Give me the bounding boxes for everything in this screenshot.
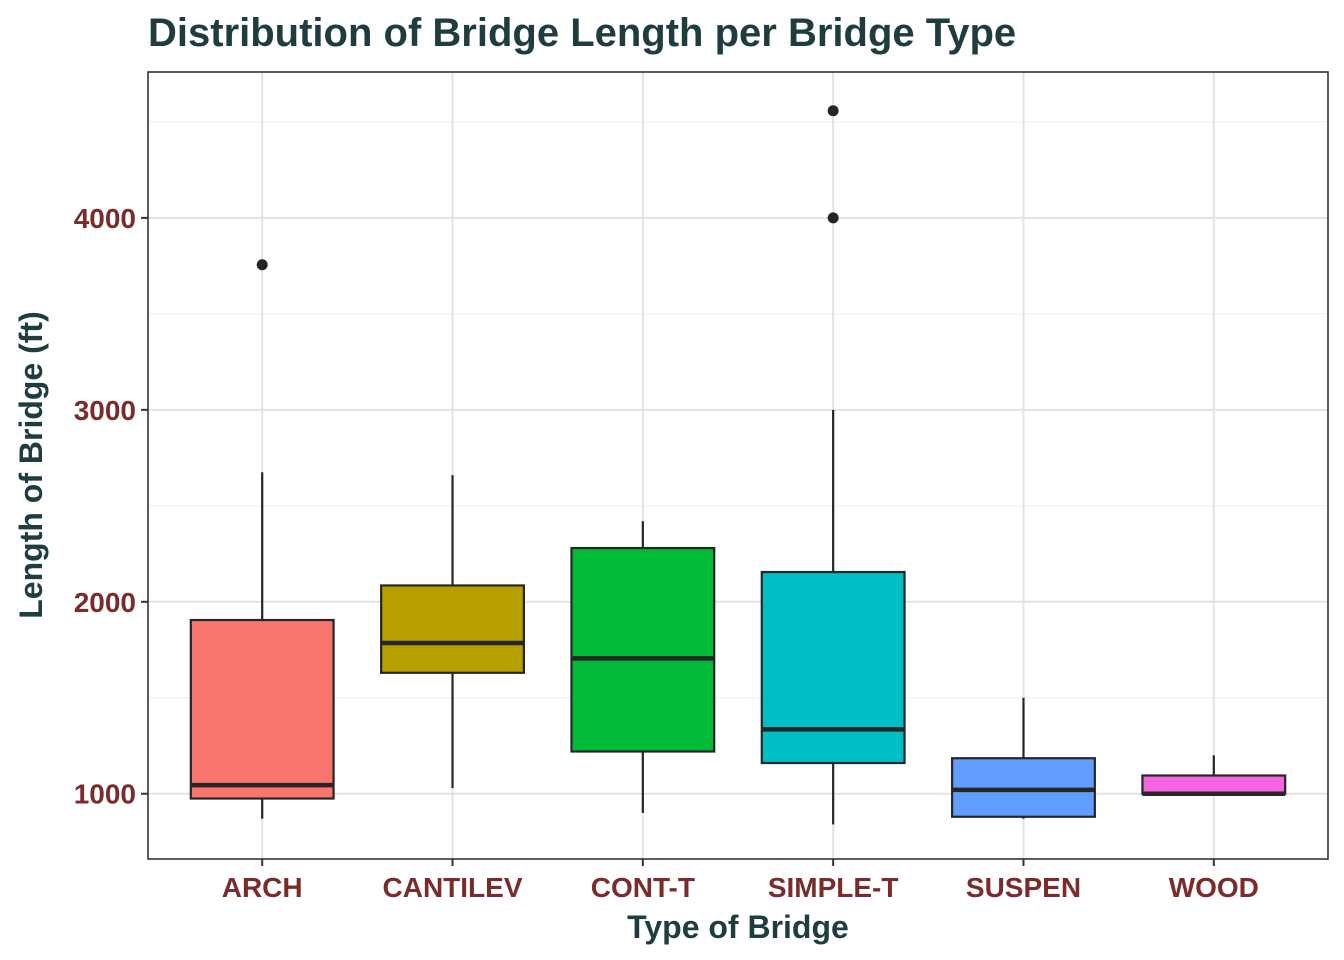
box-body	[760, 570, 906, 765]
box-body	[1141, 774, 1287, 795]
y-tick-label: 1000	[74, 779, 136, 810]
y-tick-label: 4000	[74, 203, 136, 234]
y-axis-ticks: 1000 2000 3000 4000	[74, 203, 148, 810]
box-suspen	[951, 697, 1096, 819]
box-simple-t	[760, 105, 906, 825]
box-wood	[1141, 755, 1287, 796]
panel-background	[148, 72, 1328, 859]
box-cantilev	[380, 475, 525, 788]
x-axis-title: Type of Bridge	[627, 909, 849, 945]
boxes	[189, 105, 1287, 825]
x-tick-label: SUSPEN	[966, 872, 1081, 903]
x-axis-ticks: ARCH CANTILEV CONT-T SIMPLE-T SUSPEN WOOD	[222, 859, 1259, 903]
outlier-point	[827, 105, 839, 117]
x-tick-label: CANTILEV	[383, 872, 523, 903]
y-axis-title: Length of Bridge (ft)	[13, 311, 49, 618]
box-body	[951, 757, 1096, 818]
y-tick-label: 2000	[74, 587, 136, 618]
box-body	[189, 618, 335, 800]
plot-panel	[148, 72, 1328, 859]
box-cont-t	[570, 521, 716, 813]
y-tick-label: 3000	[74, 395, 136, 426]
chart-title: Distribution of Bridge Length per Bridge…	[148, 11, 1016, 55]
x-tick-label: SIMPLE-T	[768, 872, 899, 903]
x-tick-label: WOOD	[1169, 872, 1259, 903]
box-body	[570, 546, 716, 753]
box-body	[380, 584, 525, 674]
box-arch	[189, 259, 335, 819]
outlier-point	[256, 259, 268, 271]
x-tick-label: CONT-T	[591, 872, 695, 903]
panel-border	[147, 71, 1329, 860]
outlier-point	[827, 212, 839, 224]
x-tick-label: ARCH	[222, 872, 303, 903]
